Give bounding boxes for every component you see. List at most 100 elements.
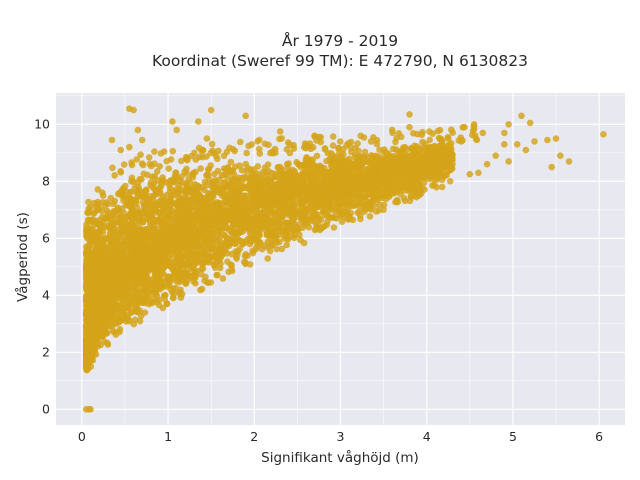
scatter-point xyxy=(91,334,99,342)
scatter-point xyxy=(185,245,193,253)
scatter-point xyxy=(129,250,136,258)
scatter-point xyxy=(87,250,94,258)
scatter-point xyxy=(103,339,111,347)
scatter-point xyxy=(216,264,224,272)
scatter-point xyxy=(237,208,244,216)
scatter-point xyxy=(170,200,177,208)
scatter-point xyxy=(155,252,162,260)
scatter-point xyxy=(380,148,388,156)
scatter-point xyxy=(268,241,276,249)
scatter-point xyxy=(224,235,231,242)
scatter-point xyxy=(224,165,232,172)
scatter-point xyxy=(243,194,250,202)
scatter-point xyxy=(130,255,138,263)
scatter-point xyxy=(115,247,123,254)
scatter-point xyxy=(366,158,374,165)
scatter-point xyxy=(254,163,262,170)
scatter-point xyxy=(222,247,229,254)
scatter-point xyxy=(144,206,151,213)
scatter-point xyxy=(309,217,316,225)
scatter-point xyxy=(116,217,124,225)
scatter-point xyxy=(138,260,146,268)
scatter-point xyxy=(128,188,135,195)
scatter-point xyxy=(170,294,177,302)
scatter-point xyxy=(316,162,324,170)
scatter-point xyxy=(249,249,257,257)
scatter-point xyxy=(239,239,246,247)
scatter-point xyxy=(354,197,362,204)
scatter-point xyxy=(261,164,269,171)
scatter-points xyxy=(82,105,607,413)
scatter-point xyxy=(313,152,321,160)
scatter-point xyxy=(285,160,292,167)
scatter-point xyxy=(85,205,93,212)
scatter-point xyxy=(223,197,231,205)
scatter-point xyxy=(120,263,127,270)
scatter-point xyxy=(122,201,130,209)
scatter-point xyxy=(353,158,360,166)
scatter-point xyxy=(84,265,92,273)
scatter-point xyxy=(83,297,91,304)
scatter-point xyxy=(258,198,266,206)
scatter-point xyxy=(182,280,190,287)
scatter-point xyxy=(94,186,102,193)
scatter-point xyxy=(361,148,369,156)
scatter-point xyxy=(243,168,251,175)
scatter-point xyxy=(332,154,340,162)
scatter-point xyxy=(163,191,171,199)
chart-title-line-2: Koordinat (Sweref 99 TM): E 472790, N 61… xyxy=(152,52,528,70)
scatter-point xyxy=(232,248,239,255)
scatter-point xyxy=(252,237,260,244)
scatter-point xyxy=(137,211,145,219)
scatter-point xyxy=(166,178,173,185)
scatter-point xyxy=(122,214,130,221)
scatter-point xyxy=(180,241,187,249)
scatter-point xyxy=(440,162,448,170)
scatter-point xyxy=(300,177,308,184)
scatter-point xyxy=(228,265,235,273)
scatter-point xyxy=(202,258,209,266)
scatter-point xyxy=(406,197,414,205)
scatter-point xyxy=(334,202,341,210)
scatter-point xyxy=(220,171,228,179)
scatter-point xyxy=(403,177,411,184)
scatter-point xyxy=(311,226,319,234)
scatter-point xyxy=(106,319,113,327)
scatter-point xyxy=(264,255,272,262)
scatter-point xyxy=(153,268,161,276)
scatter-point xyxy=(251,198,259,206)
scatter-point xyxy=(204,166,212,173)
scatter-point xyxy=(204,279,211,286)
scatter-point xyxy=(310,180,318,187)
scatter-point xyxy=(429,182,436,189)
scatter-point xyxy=(390,158,397,165)
scatter-point xyxy=(287,169,295,176)
scatter-point xyxy=(153,168,161,175)
scatter-point xyxy=(170,263,178,270)
scatter-point xyxy=(109,221,117,228)
scatter-point xyxy=(196,198,203,205)
scatter-point xyxy=(176,289,184,296)
scatter-point xyxy=(99,332,106,340)
scatter-point xyxy=(199,249,207,256)
scatter-point xyxy=(195,258,203,265)
scatter-point xyxy=(177,254,185,262)
scatter-point xyxy=(213,271,221,279)
scatter-point xyxy=(192,168,199,176)
scatter-point xyxy=(378,175,385,182)
scatter-point xyxy=(382,158,389,166)
scatter-point xyxy=(227,158,235,166)
scatter-point xyxy=(136,307,144,315)
scatter-point xyxy=(212,177,220,184)
scatter-point xyxy=(133,271,140,278)
scatter-point xyxy=(83,335,90,343)
scatter-point xyxy=(174,248,181,255)
scatter-point xyxy=(161,253,168,261)
scatter-point xyxy=(305,223,313,231)
scatter-point xyxy=(443,171,450,179)
scatter-point xyxy=(361,158,368,166)
scatter-point xyxy=(204,172,212,179)
scatter-point xyxy=(141,193,148,200)
scatter-point xyxy=(229,223,237,230)
